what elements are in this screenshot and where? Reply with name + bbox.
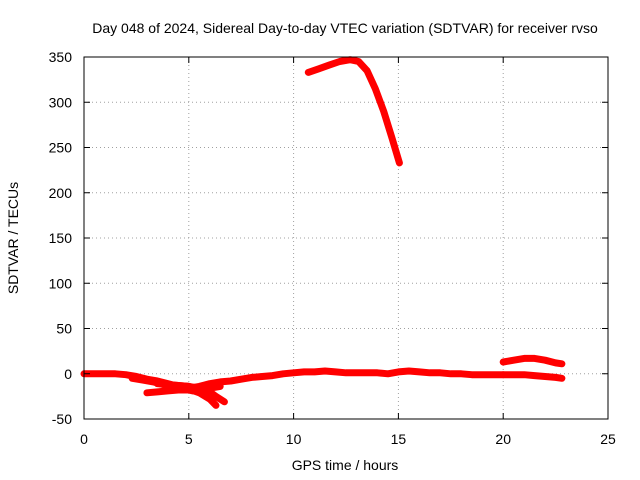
x-tick-label: 5 bbox=[185, 431, 193, 447]
series-line-8 bbox=[499, 354, 566, 368]
x-tick-label: 25 bbox=[600, 431, 616, 447]
y-tick-label: -50 bbox=[52, 411, 72, 427]
plot-frame bbox=[83, 56, 609, 420]
grid bbox=[84, 57, 608, 419]
series-line-7 bbox=[153, 380, 203, 392]
x-tick-labels: 0 5 10 15 20 25 bbox=[80, 431, 616, 447]
tick-marks bbox=[83, 56, 609, 420]
x-tick-label: 10 bbox=[286, 431, 302, 447]
series-line-1 bbox=[304, 56, 403, 167]
y-tick-label: 200 bbox=[49, 185, 73, 201]
y-tick-label: 150 bbox=[49, 230, 73, 246]
y-tick-label: 300 bbox=[49, 94, 73, 110]
chart-title: Day 048 of 2024, Sidereal Day-to-day VTE… bbox=[92, 20, 598, 36]
series-layer bbox=[80, 56, 566, 409]
y-tick-label: 350 bbox=[49, 49, 73, 65]
y-tick-label: 0 bbox=[64, 366, 72, 382]
y-tick-label: 250 bbox=[49, 140, 73, 156]
x-axis-label: GPS time / hours bbox=[292, 457, 399, 473]
y-axis-label: SDTVAR / TECUs bbox=[5, 182, 21, 294]
x-tick-label: 0 bbox=[80, 431, 88, 447]
y-tick-labels: -50 0 50 100 150 200 250 300 350 bbox=[49, 49, 73, 427]
x-tick-label: 20 bbox=[495, 431, 511, 447]
x-tick-label: 15 bbox=[391, 431, 407, 447]
y-tick-label: 100 bbox=[49, 275, 73, 291]
y-tick-label: 50 bbox=[56, 321, 72, 337]
series-line-9 bbox=[499, 371, 566, 382]
